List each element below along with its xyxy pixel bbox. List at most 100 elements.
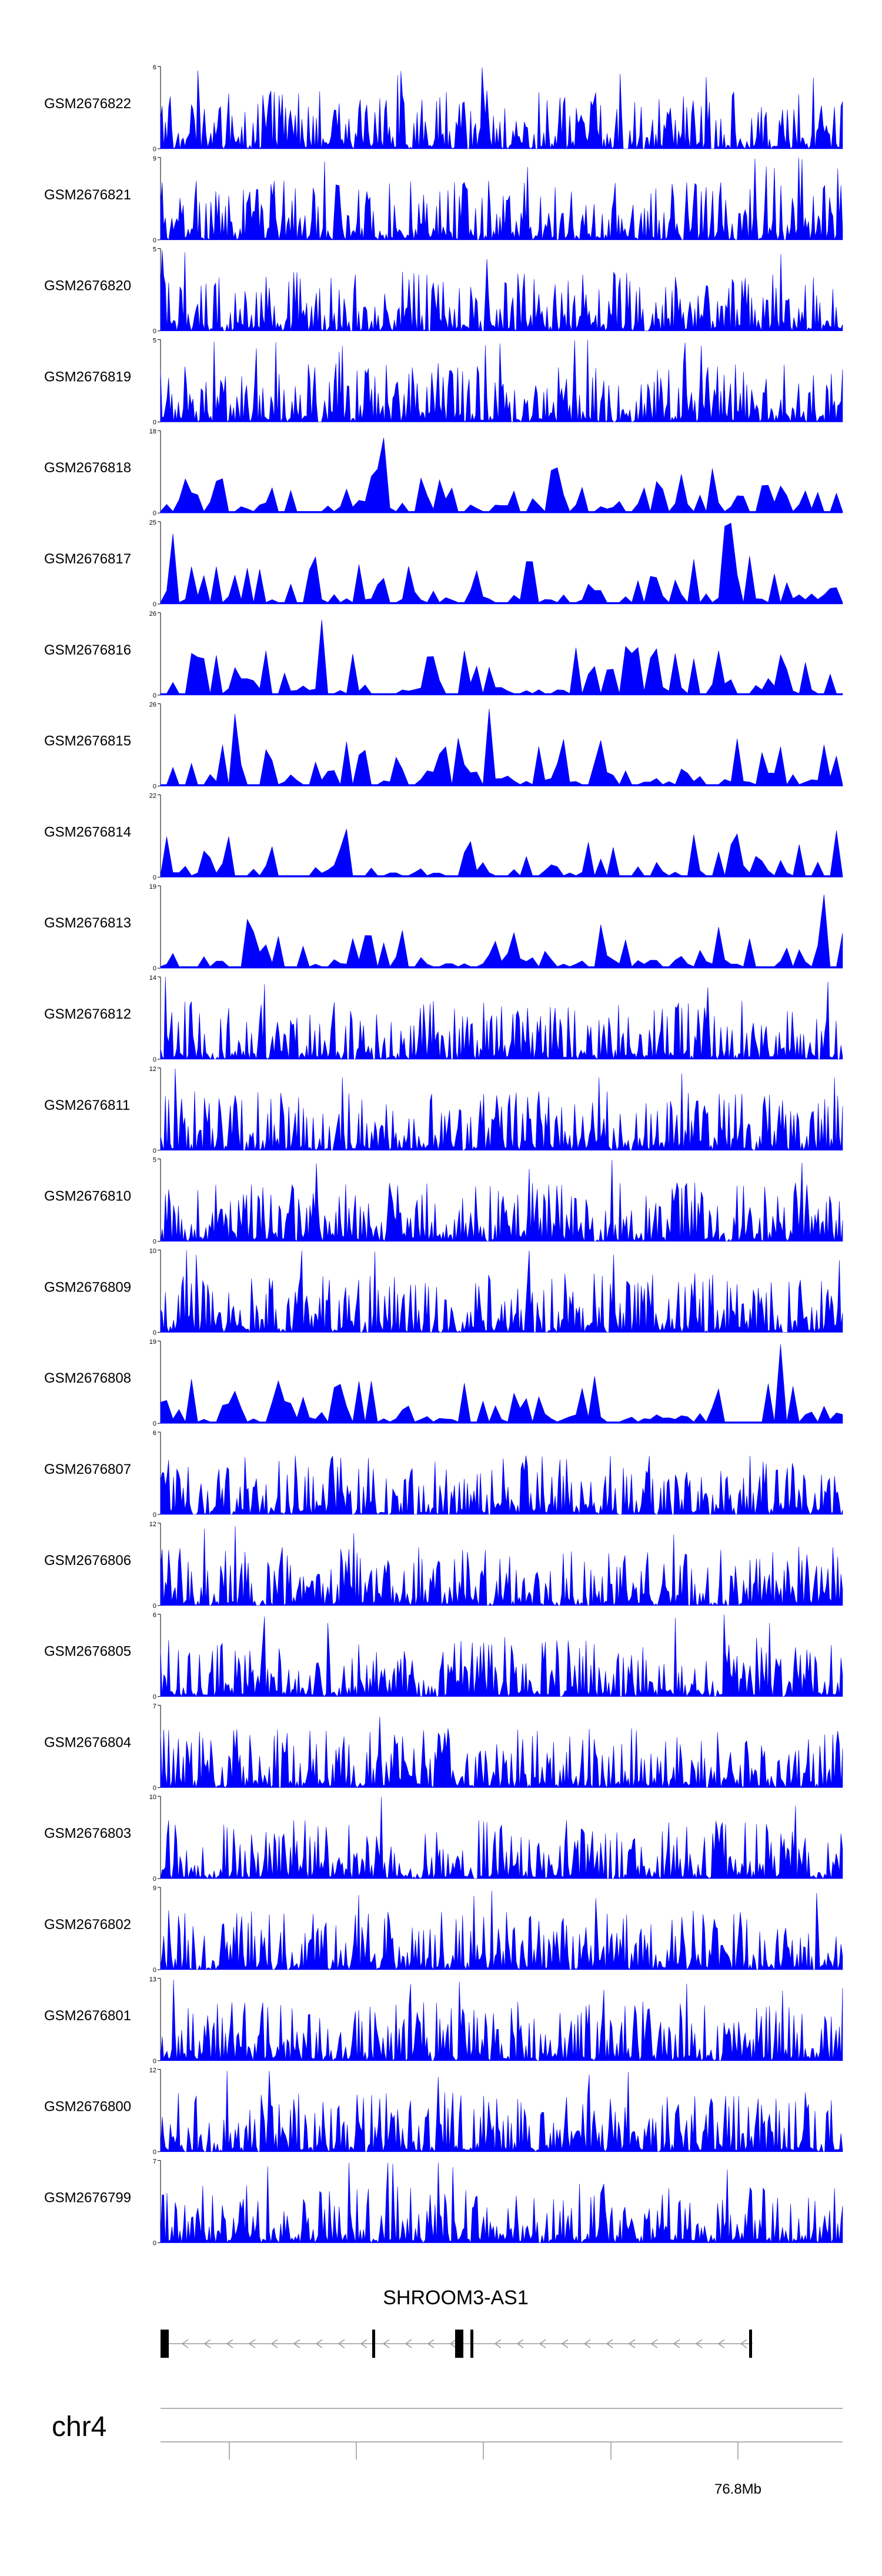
gene-annotation-track: SHROOM3-AS1 xyxy=(161,2287,753,2358)
y-min-label: 0 xyxy=(153,874,156,881)
strand-arrow xyxy=(628,2339,636,2348)
track-GSM2676807: GSM2676807 6 0 xyxy=(44,1430,843,1519)
track-GSM2676821: GSM2676821 9 0 xyxy=(44,155,843,244)
strand-arrow xyxy=(382,2339,390,2348)
exon xyxy=(161,2330,169,2358)
y-max-label: 10 xyxy=(149,1794,156,1801)
signal-area xyxy=(160,250,843,332)
track-GSM2676806: GSM2676806 12 0 xyxy=(44,1521,843,1610)
y-min-label: 0 xyxy=(153,692,156,699)
y-max-label: 7 xyxy=(153,1703,156,1710)
signal-area xyxy=(160,1614,843,1697)
strand-arrow xyxy=(405,2339,412,2348)
y-max-label: 5 xyxy=(153,337,156,344)
y-min-label: 0 xyxy=(153,1511,156,1519)
track-label: GSM2676817 xyxy=(44,551,131,567)
y-max-label: 6 xyxy=(153,64,156,71)
track-label: GSM2676810 xyxy=(44,1189,131,1204)
strand-arrow xyxy=(226,2339,233,2348)
y-max-label: 9 xyxy=(153,155,156,162)
signal-area xyxy=(160,977,843,1060)
y-min-label: 0 xyxy=(153,1239,156,1246)
track-label: GSM2676821 xyxy=(44,187,131,203)
track-GSM2676819: GSM2676819 5 0 xyxy=(44,337,843,426)
y-max-label: 22 xyxy=(149,792,156,799)
y-max-label: 5 xyxy=(153,1157,156,1164)
y-min-label: 0 xyxy=(153,1147,156,1154)
y-min-label: 0 xyxy=(153,328,156,335)
strand-arrow xyxy=(717,2339,725,2348)
signal-area xyxy=(160,438,843,513)
exon xyxy=(470,2330,473,2358)
track-GSM2676814: GSM2676814 22 0 xyxy=(44,792,843,881)
y-min-label: 0 xyxy=(153,510,156,517)
y-max-label: 6 xyxy=(153,1430,156,1437)
track-GSM2676804: GSM2676804 7 0 xyxy=(44,1703,843,1791)
track-label: GSM2676812 xyxy=(44,1006,131,1022)
y-max-label: 12 xyxy=(149,1521,156,1528)
track-label: GSM2676805 xyxy=(44,1644,131,1660)
chromosome-label: chr4 xyxy=(52,2411,106,2442)
y-min-label: 0 xyxy=(153,1876,156,1883)
track-GSM2676820: GSM2676820 5 0 xyxy=(44,246,843,335)
strand-arrow xyxy=(449,2339,457,2348)
track-label: GSM2676816 xyxy=(44,642,131,658)
y-max-label: 18 xyxy=(149,428,156,435)
y-min-label: 0 xyxy=(153,2240,156,2247)
track-label: GSM2676804 xyxy=(44,1734,131,1750)
strand-arrow xyxy=(561,2339,569,2348)
track-GSM2676802: GSM2676802 9 0 xyxy=(44,1885,843,1974)
strand-arrow xyxy=(360,2339,368,2348)
strand-arrow xyxy=(650,2339,658,2348)
chromosome-axis: chr4 76.8Mb xyxy=(52,2408,843,2497)
y-min-label: 0 xyxy=(153,601,156,608)
y-max-label: 19 xyxy=(149,883,156,890)
strand-arrow xyxy=(606,2339,613,2348)
signal-area xyxy=(160,522,843,605)
track-label: GSM2676814 xyxy=(44,824,131,840)
signal-area xyxy=(160,1890,843,1971)
track-label: GSM2676822 xyxy=(44,96,131,112)
y-max-label: 14 xyxy=(149,975,156,982)
track-GSM2676817: GSM2676817 25 0 xyxy=(44,519,843,608)
track-label: GSM2676813 xyxy=(44,915,131,931)
strand-arrow xyxy=(293,2339,300,2348)
y-max-label: 7 xyxy=(153,2158,156,2165)
strand-arrow xyxy=(583,2339,591,2348)
track-GSM2676811: GSM2676811 12 0 xyxy=(44,1066,843,1154)
y-min-label: 0 xyxy=(153,1420,156,1427)
signal-area xyxy=(160,2162,843,2244)
track-GSM2676822: GSM2676822 6 0 xyxy=(44,64,843,153)
y-max-label: 26 xyxy=(149,702,156,709)
track-GSM2676805: GSM2676805 6 0 xyxy=(44,1612,843,1701)
y-max-label: 12 xyxy=(149,2067,156,2074)
y-min-label: 0 xyxy=(153,1784,156,1791)
track-label: GSM2676820 xyxy=(44,278,131,294)
y-max-label: 10 xyxy=(149,1247,156,1254)
signal-area xyxy=(160,619,843,696)
y-min-label: 0 xyxy=(153,1329,156,1336)
track-label: GSM2676819 xyxy=(44,369,131,385)
strand-arrow xyxy=(248,2339,256,2348)
strand-arrow xyxy=(695,2339,703,2348)
y-max-label: 5 xyxy=(153,246,156,253)
y-min-label: 0 xyxy=(153,146,156,153)
y-min-label: 0 xyxy=(153,419,156,426)
track-label: GSM2676803 xyxy=(44,1826,131,1841)
y-max-label: 13 xyxy=(149,1976,156,1983)
signal-area xyxy=(160,1526,843,1606)
track-GSM2676818: GSM2676818 18 0 xyxy=(44,428,843,517)
track-GSM2676808: GSM2676808 19 0 xyxy=(44,1339,843,1427)
track-GSM2676812: GSM2676812 14 0 xyxy=(44,975,843,1063)
strand-arrow xyxy=(427,2339,435,2348)
signal-area xyxy=(160,1159,843,1242)
track-GSM2676801: GSM2676801 13 0 xyxy=(44,1976,843,2065)
track-label: GSM2676799 xyxy=(44,2190,131,2205)
y-min-label: 0 xyxy=(153,237,156,244)
y-min-label: 0 xyxy=(153,965,156,972)
strand-arrow xyxy=(203,2339,211,2348)
signal-area xyxy=(160,1980,843,2061)
track-label: GSM2676818 xyxy=(44,460,131,476)
y-min-label: 0 xyxy=(153,2149,156,2156)
strand-arrow xyxy=(338,2339,345,2348)
